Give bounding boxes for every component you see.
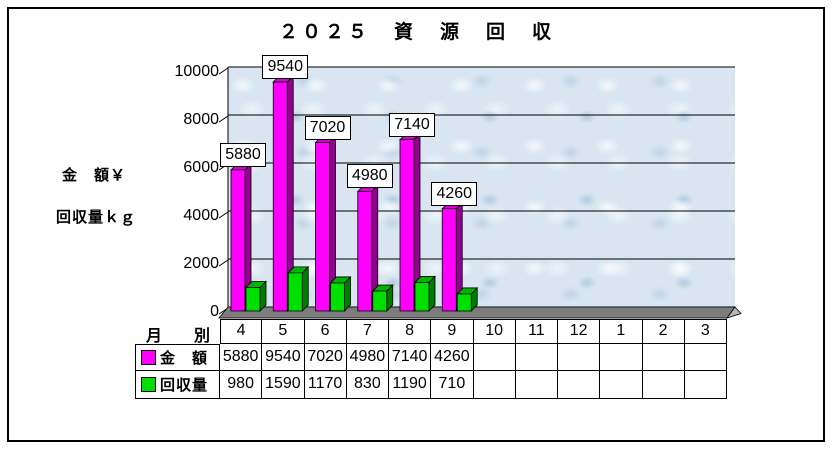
- data-label: 5880: [220, 142, 266, 167]
- quantity-bar-m7-front: [372, 290, 388, 312]
- data-label: 9540: [262, 55, 309, 80]
- y-tick-label: 10000: [174, 63, 220, 80]
- chart-title: ２０２５ 資 源 回 収: [278, 22, 555, 43]
- y-axis-tick: [218, 67, 229, 75]
- y-tick-label: 8000: [183, 111, 219, 128]
- value-cell: [515, 343, 558, 371]
- month-cell: 2: [642, 318, 685, 344]
- month-cell: 11: [515, 318, 558, 344]
- quantity-bar-m9-front: [456, 293, 472, 312]
- value-cell: 710: [431, 371, 474, 399]
- value-cell: 1190: [389, 371, 432, 399]
- month-cell: 6: [304, 318, 347, 344]
- value-cell: [600, 343, 643, 371]
- month-cell: 4: [220, 318, 263, 344]
- value-cell: 830: [346, 371, 389, 399]
- month-cell: 5: [262, 318, 305, 344]
- data-label: 4980: [346, 164, 393, 189]
- y-tick-label: 0: [210, 303, 219, 320]
- value-cell: 7020: [304, 343, 347, 371]
- month-cell: 12: [558, 318, 601, 344]
- data-label: 7140: [389, 112, 435, 137]
- month-cell: 10: [473, 318, 516, 344]
- amount-legend-key: [141, 349, 156, 365]
- legend-label: 回収量: [160, 376, 209, 394]
- value-cell: 4260: [431, 343, 474, 371]
- plot-area-wall: [228, 67, 735, 307]
- quantity-bar-m5-side: [301, 265, 309, 312]
- value-cell: [642, 343, 685, 371]
- amount-bar-m4-front: [230, 169, 246, 312]
- y-tick-label: 4000: [183, 207, 219, 224]
- quantity-bar-m6-front: [330, 282, 345, 312]
- y-axis-title-line1: 金 額￥: [62, 167, 127, 184]
- y-axis-tick: [218, 115, 229, 123]
- value-cell: [684, 371, 727, 399]
- value-cell: 5880: [220, 343, 263, 371]
- legend-cell-amount: 金 額: [135, 343, 220, 371]
- value-cell: 4980: [346, 343, 389, 371]
- value-cell: [473, 371, 516, 399]
- value-cell: 1170: [304, 371, 347, 399]
- legend-cell-quantity: 回収量: [135, 371, 220, 399]
- amount-bar-m8-front: [399, 139, 415, 312]
- y-axis-tick: [218, 211, 229, 219]
- legend-label: 金 額: [160, 349, 209, 367]
- month-cell: 9: [431, 318, 474, 344]
- chart-floor-bevel: [725, 306, 742, 319]
- value-cell: [684, 343, 727, 371]
- y-axis-tick: [218, 259, 229, 267]
- value-cell: [558, 343, 601, 371]
- month-cell: 3: [684, 318, 727, 344]
- value-cell: [558, 371, 601, 399]
- quantity-bar-m4-front: [245, 287, 261, 312]
- value-cell: 980: [220, 371, 263, 399]
- quantity-bar-m8-front: [414, 282, 430, 312]
- data-label: 4260: [431, 181, 478, 206]
- quantity-legend-key: [141, 376, 156, 392]
- month-cell: 1: [600, 318, 643, 344]
- y-tick-label: 2000: [183, 255, 219, 272]
- y-axis-title-line2: 回収量ｋｇ: [56, 209, 137, 226]
- value-cell: [600, 371, 643, 399]
- amount-bar-m5-front: [272, 81, 288, 312]
- value-cell: 7140: [389, 343, 432, 371]
- y-tick-label: 6000: [183, 159, 219, 176]
- value-cell: [642, 371, 685, 399]
- data-label: 7020: [304, 115, 351, 140]
- value-cell: [473, 343, 516, 371]
- amount-bar-m6-front: [315, 142, 330, 312]
- value-cell: 1590: [262, 371, 305, 399]
- value-cell: 9540: [262, 343, 305, 371]
- value-cell: [515, 371, 558, 399]
- amount-bar-m7-front: [357, 191, 373, 312]
- month-cell: 7: [346, 318, 389, 344]
- x-axis-row-header: 月 別: [146, 328, 219, 345]
- amount-bar-m9-front: [441, 208, 457, 312]
- quantity-bar-m5-front: [287, 272, 303, 312]
- month-cell: 8: [389, 318, 432, 344]
